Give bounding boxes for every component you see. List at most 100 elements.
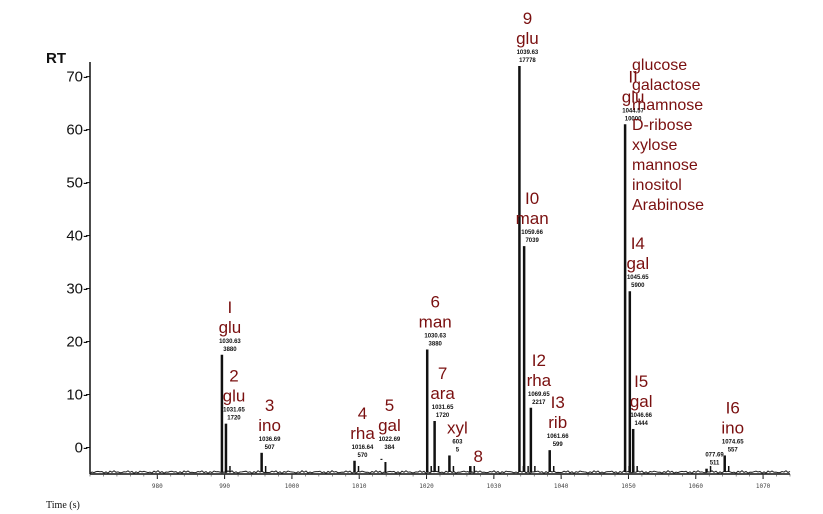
peak-number: I6 [726,398,740,417]
y-tick-label: 30- [66,281,88,298]
peak-area: 1444 [634,421,648,427]
y-tick-label: 10- [66,387,88,404]
peak-retention: 1030.63 [424,333,446,339]
peak-number: I [228,298,233,317]
peak-compound: rib [548,413,567,432]
peak-label: 511 077.69 [705,453,724,467]
y-tick-label: 20- [66,334,88,351]
peak-retention: 1045.65 [627,275,649,281]
peak-compound: rha [350,424,375,443]
y-tick-label: 60- [66,122,88,139]
x-tick-label: 1030 [487,483,502,490]
peak-area: 2217 [532,400,546,406]
legend-item: xylose [632,137,677,154]
peak-compound: glu [219,318,242,337]
peak-number: II [628,67,637,86]
peak-retention: 1030.63 [219,339,241,345]
peak-number: I4 [631,234,645,253]
peak-area: 1720 [436,413,450,419]
legend-item: inositol [632,177,682,194]
peak-compound: gal [630,392,653,411]
peak-compound: ino [258,416,281,435]
peak-area: 599 [553,442,564,448]
peak-compound: man [516,209,549,228]
peak-area: 3880 [429,341,443,347]
x-tick-label: 980 [152,483,163,490]
legend: glucose galactose rhamnose D-ribose xylose ma… [632,57,704,214]
peak-annotations: 38801030.63gluI17201031.65glu25071036.69… [219,9,745,467]
peak-retention: 1059.66 [521,230,543,236]
x-axis-title: Time (s) [46,500,80,511]
peak-number: 9 [523,9,532,28]
peak-number: 7 [438,364,447,383]
y-tick-label: 70- [66,69,88,86]
peak-area: 1720 [227,416,241,422]
x-ticks: 980 990 1000 1010 1020 1030 1040 1050 1060 1070 [89,474,791,490]
peak-number: I3 [551,393,565,412]
peak-area: 557 [728,447,739,453]
peak-retention: 603 [452,439,463,445]
peak-retention: 1016.64 [352,445,374,451]
peak-area: 511 [710,461,720,467]
peak-retention: 1061.66 [547,434,569,440]
peak-compound: man [419,312,452,331]
x-tick-label: 1040 [554,483,569,490]
peak-area: 507 [265,445,276,451]
peak-area: 5900 [631,283,645,289]
peak-retention: 1069.65 [528,392,550,398]
peak-number: I0 [525,189,539,208]
peak-retention: 1031.65 [432,405,454,411]
x-tick-label: 1010 [352,483,367,490]
peak-number: I5 [634,372,648,391]
legend-item: Arabinose [632,197,704,214]
peak-retention: 077.69 [705,453,724,459]
peak-compound: gal [378,416,401,435]
peak-retention: 1046.66 [630,413,652,419]
peak-retention: 1031.65 [223,408,245,414]
peak-retention: 1039.63 [517,50,539,56]
legend-item: rhamnose [632,97,703,114]
peak-area: 7039 [525,238,539,244]
x-tick-label: 1060 [689,483,704,490]
peak-compound: gal [626,254,649,273]
x-tick-label: 1000 [285,483,300,490]
peak-area: 17778 [519,58,536,64]
peak-compound: xyl [447,418,468,437]
peak-area: 3880 [223,347,237,353]
peak-area: 5 [456,447,460,453]
peak-area: 10000 [625,116,642,122]
peak-compound: ara [430,384,455,403]
peak-number: 6 [430,292,439,311]
peak-compound: glu [622,87,645,106]
y-ticks: 0- 10- 20- 30- 40- 50- 60- 70- [66,69,90,457]
legend-item: galactose [632,77,701,94]
peak-number: 8 [474,447,483,466]
peak-number: 4 [358,404,367,423]
peak-label: 8 [474,447,483,466]
peak-compound: glu [223,387,246,406]
peak-number: 2 [229,367,238,386]
chromatogram-trace [89,66,791,475]
x-tick-label: 990 [219,483,230,490]
y-tick-label: 0- [75,440,88,457]
legend-item: D-ribose [632,117,693,134]
peak-area: 384 [384,445,395,451]
peak-retention: 1044.57 [622,108,644,114]
x-tick-label: 1050 [621,483,636,490]
peak-number: I2 [532,351,546,370]
